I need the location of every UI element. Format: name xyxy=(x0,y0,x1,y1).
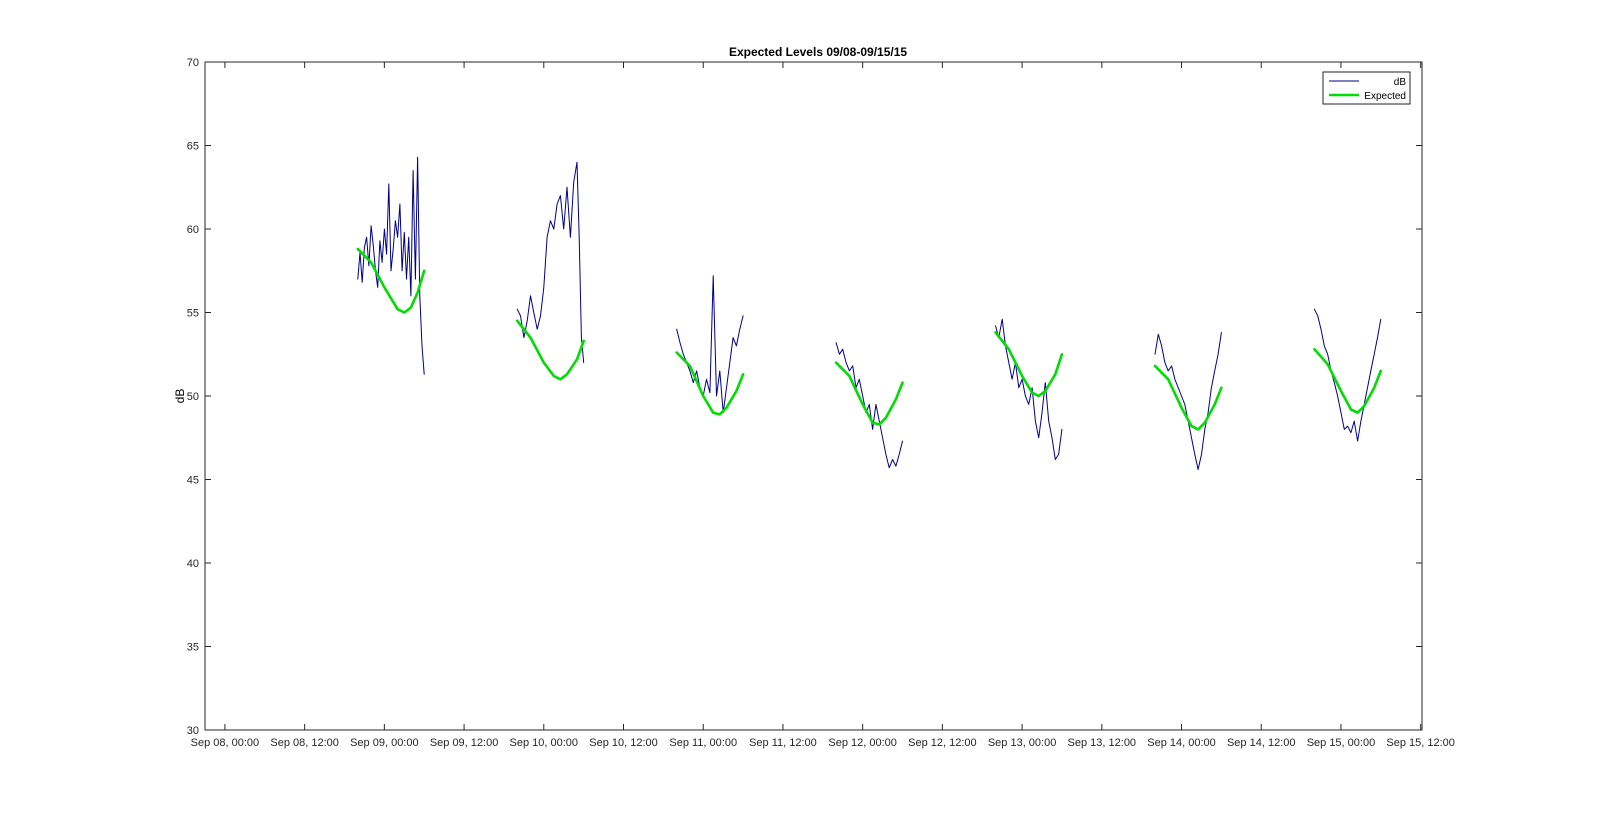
x-tick-label: Sep 14, 00:00 xyxy=(1147,737,1216,749)
y-tick-label: 65 xyxy=(187,141,199,153)
plot-area: 30 35 40 45 50 55 60 65 70 Sep 08, 00:00 Sep 08, 1… xyxy=(187,57,1455,749)
legend: dB Expected xyxy=(1322,71,1411,105)
y-tick-label: 50 xyxy=(187,391,199,403)
y-tick-label: 30 xyxy=(187,725,199,737)
x-tick-label: Sep 11, 00:00 xyxy=(669,737,737,749)
series-db-line xyxy=(1313,308,1382,442)
x-tick-label: Sep 12, 12:00 xyxy=(908,737,977,749)
x-tick-label: Sep 12, 00:00 xyxy=(828,737,897,749)
series-expected-line xyxy=(675,351,745,416)
y-tick-label: 60 xyxy=(187,224,199,236)
y-tick-label: 45 xyxy=(187,475,199,487)
x-tick-label: Sep 08, 12:00 xyxy=(270,737,339,749)
x-tick-label: Sep 10, 12:00 xyxy=(589,737,658,749)
x-tick-label: Sep 15, 12:00 xyxy=(1386,737,1455,749)
x-tick-label: Sep 15, 00:00 xyxy=(1307,737,1376,749)
y-tick-label: 40 xyxy=(187,558,199,570)
series-expected-line xyxy=(1313,347,1383,415)
series-db-line xyxy=(516,161,585,364)
y-tick-label: 70 xyxy=(187,57,199,69)
series-db-line xyxy=(357,156,425,375)
chart-title: Expected Levels 09/08-09/15/15 xyxy=(729,45,907,59)
legend-label: Expected xyxy=(1364,91,1406,102)
axes-box xyxy=(204,61,1423,731)
series-expected-line xyxy=(834,361,904,426)
x-tick-label: Sep 13, 00:00 xyxy=(988,737,1057,749)
series-db-line xyxy=(995,318,1063,460)
x-tick-label: Sep 11, 12:00 xyxy=(749,737,817,749)
x-tick-label: Sep 09, 12:00 xyxy=(430,737,499,749)
x-tick-label: Sep 14, 12:00 xyxy=(1227,737,1296,749)
y-axis-label: dB xyxy=(173,389,187,404)
legend-label: dB xyxy=(1394,77,1407,88)
series-expected-line xyxy=(515,319,586,381)
x-tick-label: Sep 13, 12:00 xyxy=(1068,737,1137,749)
y-tick-label: 55 xyxy=(187,308,199,320)
y-tick-label: 35 xyxy=(187,642,199,654)
series-expected-line xyxy=(1153,364,1223,431)
series-db-line xyxy=(835,342,903,469)
x-tick-label: Sep 10, 00:00 xyxy=(510,737,579,749)
x-tick-label: Sep 09, 00:00 xyxy=(350,737,419,749)
series-expected-line xyxy=(994,331,1064,398)
x-tick-label: Sep 08, 00:00 xyxy=(191,737,260,749)
legend-box xyxy=(1322,71,1411,105)
series-expected-line xyxy=(356,247,426,314)
